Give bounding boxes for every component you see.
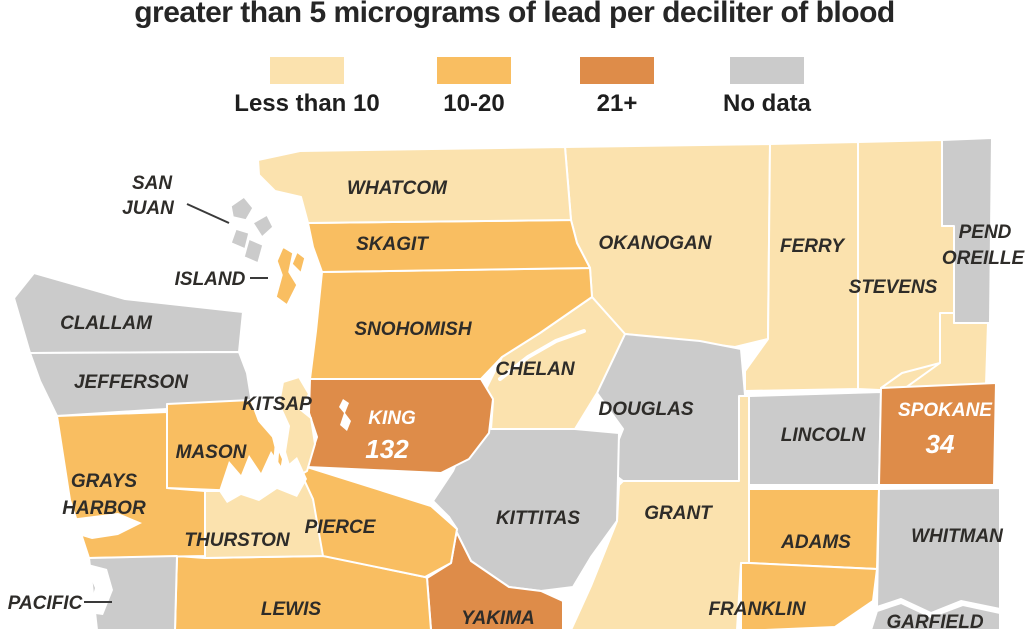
label-pierce: PIERCE [305,517,377,538]
label-grant: GRANT [644,503,713,524]
label-skagit: SKAGIT [356,234,429,255]
legend-item-nodata: No data [723,57,811,117]
county-shape-franklin[interactable] [740,562,878,630]
label-pacific: PACIFIC [8,593,83,614]
county-shape-snohomish[interactable] [309,267,593,380]
label-kittitas: KITTITAS [496,508,580,529]
county-shape-adams[interactable] [748,488,880,570]
label-king: KING [368,408,416,429]
legend-item-10-20: 10-20 [437,57,511,117]
label-clallam: CLALLAM [60,313,153,334]
label-yakima: YAKIMA [461,608,535,629]
county-shape-spokane[interactable] [878,382,997,486]
legend-swatch-lt10 [270,57,344,84]
county-shape-garfield[interactable] [870,602,1001,630]
legend-label-10-20: 10-20 [443,90,505,117]
legend-item-21plus: 21+ [580,57,654,117]
county-shape-san-juan[interactable] [230,196,274,264]
legend-label-nodata: No data [722,90,812,117]
legend-label-lt10: Less than 10 [234,90,380,117]
label-lincoln: LINCOLN [781,425,867,446]
lake-washington-water [339,399,351,431]
label-pend-oreille-line2: OREILLE [942,248,1026,269]
label-thurston: THURSTON [184,530,290,551]
label-douglas: DOUGLAS [599,399,694,420]
county-shape-whitman[interactable] [876,487,1001,614]
label-grays-harbor-line2: HARBOR [62,498,146,519]
county-shape-island[interactable] [275,246,306,306]
label-garfield: GARFIELD [886,612,983,630]
san-juan-pointer-line [186,203,230,224]
legend-swatch-21plus [580,57,654,84]
grays-harbor-water [70,513,142,539]
legend-label-21plus: 21+ [596,90,638,117]
chart-title: greater than 5 micrograms of lead per de… [134,0,895,29]
value-king: 132 [365,434,409,464]
label-whitman: WHITMAN [911,526,1004,547]
county-shape-skagit[interactable] [307,219,591,273]
puget-inlets-water [219,451,307,503]
label-spokane: SPOKANE [898,400,993,421]
county-shape-whatcom[interactable] [257,146,572,224]
label-san-juan-line1: SAN [132,173,173,194]
label-jefferson: JEFFERSON [74,372,189,393]
label-whatcom: WHATCOM [347,178,448,199]
legend-swatch-nodata [730,57,804,84]
label-san-juan-line2: JUAN [122,198,175,219]
label-island: ISLAND [175,269,246,290]
county-shape-kitsap[interactable] [278,376,316,480]
label-stevens: STEVENS [849,277,938,298]
legend: Less than 10 10-20 21+ No data [0,0,1029,120]
label-kitsap: KITSAP [242,394,312,415]
label-mason: MASON [176,442,248,463]
label-lewis: LEWIS [261,599,321,620]
legend-item-lt10: Less than 10 [234,57,380,117]
label-snohomish: SNOHOMISH [354,319,472,340]
hood-canal-water [258,398,280,475]
county-shape-pend-oreille[interactable] [941,137,993,324]
label-grays-harbor-line1: GRAYS [71,471,137,492]
legend-swatch-10-20 [437,57,511,84]
label-adams: ADAMS [780,532,851,553]
label-chelan: CHELAN [495,359,575,380]
label-okanogan: OKANOGAN [599,233,713,254]
value-spokane: 34 [926,429,955,459]
label-pend-oreille-line1: PEND [959,222,1012,243]
label-ferry: FERRY [780,236,846,257]
lake-chelan-water [498,329,586,381]
label-franklin: FRANKLIN [708,599,806,620]
